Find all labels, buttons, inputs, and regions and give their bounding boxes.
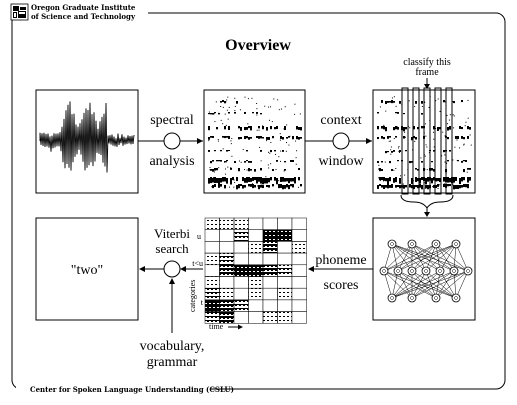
neural-network-diagram <box>379 239 473 303</box>
institute-line1: Oregon Graduate Institute <box>31 3 136 12</box>
ogi-logo <box>10 3 29 21</box>
grid-label-t: t <box>201 298 204 307</box>
page-title: Overview <box>225 37 291 54</box>
viterbi-search-node <box>163 260 181 278</box>
phoneme-score-grid <box>204 217 307 324</box>
label-window: window <box>318 154 364 169</box>
context-frame-bars <box>401 87 453 195</box>
spectrogram-box <box>203 89 306 194</box>
label-scores: scores <box>324 278 359 293</box>
label-viterbi: Viterbi <box>154 226 190 241</box>
label-analysis: analysis <box>149 154 194 169</box>
window-brace <box>400 194 454 209</box>
institute-line2: of Science and Technology <box>31 12 136 21</box>
spectral-analysis-node <box>163 132 181 150</box>
grid-label-u: u <box>197 232 201 241</box>
spectrogram-image <box>208 96 302 190</box>
label-vocabulary: vocabulary, <box>140 339 205 354</box>
footer-text: Center for Spoken Language Understanding… <box>30 385 234 394</box>
label-context: context <box>320 113 361 128</box>
label-search: search <box>155 241 189 256</box>
result-word: "two" <box>71 263 103 278</box>
label-classify-line1: classify this <box>403 57 451 68</box>
grid-label-time: time <box>209 322 224 331</box>
label-phoneme: phoneme <box>315 253 366 268</box>
context-window-node <box>332 132 350 150</box>
grid-label-tu: t<u <box>192 259 203 268</box>
label-classify-line2: frame <box>415 67 439 78</box>
slide-border <box>11 12 506 390</box>
label-grammar: grammar <box>147 355 198 370</box>
result-box <box>35 217 139 321</box>
grid-label-categories: categories <box>188 280 197 312</box>
label-spectral: spectral <box>150 113 194 128</box>
speech-waveform <box>39 101 135 173</box>
context-spectrogram-image <box>377 96 472 190</box>
